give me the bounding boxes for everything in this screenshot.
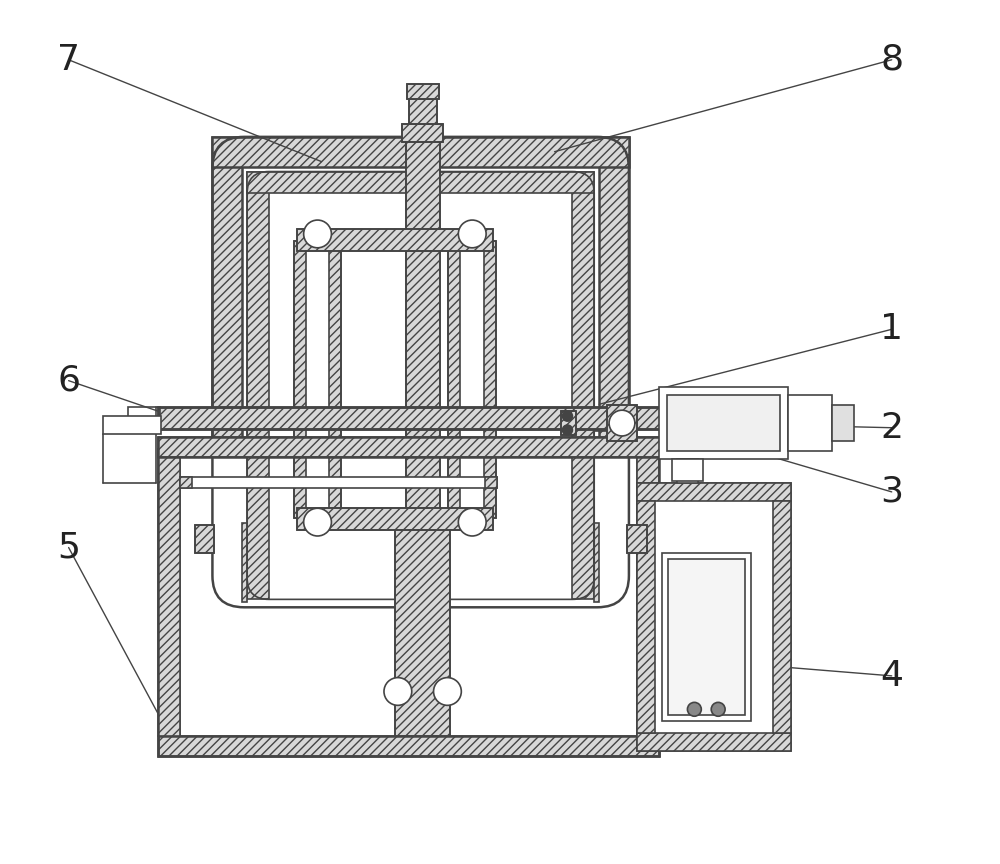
Bar — [659, 387, 788, 459]
Bar — [406, 137, 440, 607]
Bar — [297, 229, 493, 251]
Bar — [158, 448, 659, 756]
Bar — [561, 411, 576, 435]
Bar — [607, 405, 637, 441]
Text: 1: 1 — [880, 312, 903, 346]
Circle shape — [562, 411, 572, 421]
Bar — [773, 501, 791, 733]
Text: 4: 4 — [880, 659, 903, 693]
Bar — [448, 241, 496, 518]
Bar — [294, 241, 306, 518]
Circle shape — [304, 508, 331, 536]
Bar — [180, 477, 497, 488]
Bar — [103, 416, 161, 434]
Bar — [572, 172, 594, 600]
Bar — [594, 523, 599, 602]
Bar — [212, 137, 629, 167]
Bar — [662, 553, 751, 721]
Bar — [195, 525, 214, 553]
Bar — [484, 241, 496, 518]
Bar — [409, 99, 437, 124]
Bar — [637, 501, 655, 733]
Bar — [158, 407, 713, 429]
Text: 3: 3 — [880, 475, 903, 509]
Bar — [561, 411, 576, 435]
Bar — [637, 484, 791, 501]
Bar — [128, 407, 160, 429]
Bar — [395, 518, 450, 736]
Circle shape — [304, 220, 331, 248]
Bar — [599, 137, 629, 607]
Circle shape — [711, 702, 725, 716]
Bar — [637, 448, 659, 736]
Bar — [627, 525, 647, 553]
Bar — [637, 484, 791, 751]
Bar — [158, 437, 713, 457]
Circle shape — [458, 220, 486, 248]
Bar — [448, 241, 460, 518]
Bar — [788, 396, 832, 451]
Bar — [158, 437, 713, 457]
Bar — [297, 508, 493, 530]
Circle shape — [458, 508, 486, 536]
Bar — [637, 733, 791, 751]
Bar — [406, 137, 440, 607]
Text: 8: 8 — [880, 43, 903, 77]
Bar — [409, 99, 437, 124]
Bar — [402, 124, 443, 142]
Bar — [242, 523, 247, 602]
Bar — [407, 85, 439, 99]
Bar — [158, 407, 713, 429]
Text: 7: 7 — [57, 43, 80, 77]
Text: 6: 6 — [57, 364, 80, 397]
Bar — [395, 518, 450, 736]
Bar — [195, 525, 214, 553]
Bar — [485, 477, 497, 488]
Bar — [668, 559, 745, 715]
Circle shape — [384, 677, 412, 705]
Bar — [294, 241, 341, 518]
Circle shape — [562, 425, 572, 435]
Bar — [832, 405, 854, 441]
Bar — [247, 172, 594, 194]
Bar — [627, 525, 647, 553]
Bar — [407, 85, 439, 99]
Circle shape — [609, 410, 635, 436]
Text: 2: 2 — [880, 410, 903, 445]
Bar — [677, 459, 698, 484]
Bar — [329, 241, 341, 518]
Circle shape — [687, 702, 701, 716]
Bar — [247, 172, 269, 600]
Circle shape — [434, 677, 461, 705]
Bar — [402, 124, 443, 142]
Bar — [297, 229, 493, 251]
Bar — [667, 396, 780, 451]
Bar — [297, 508, 493, 530]
Bar — [158, 448, 180, 736]
Bar — [672, 459, 703, 480]
Bar — [212, 137, 242, 607]
Bar — [180, 448, 637, 736]
Bar — [158, 736, 659, 756]
Bar — [180, 477, 192, 488]
Text: 5: 5 — [57, 530, 80, 564]
Bar — [607, 405, 637, 441]
